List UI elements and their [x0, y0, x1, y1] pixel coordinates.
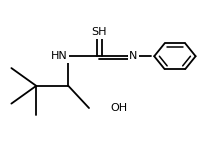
Text: OH: OH — [110, 103, 127, 113]
Text: SH: SH — [91, 27, 107, 37]
Text: N: N — [129, 51, 137, 61]
Text: HN: HN — [50, 51, 67, 61]
